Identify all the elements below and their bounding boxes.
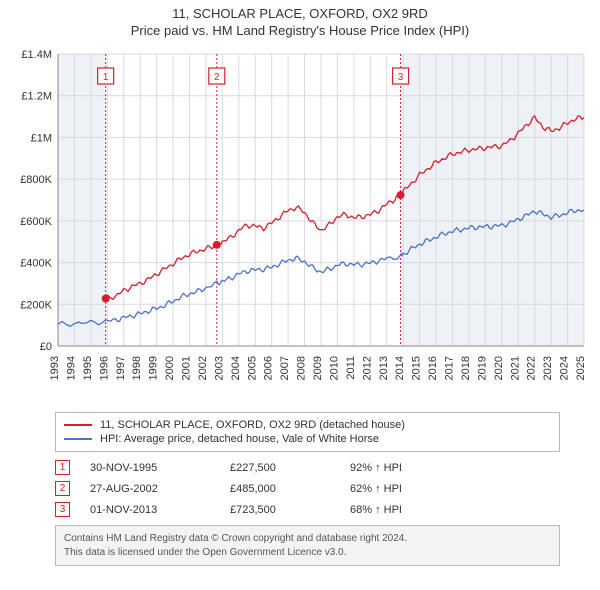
sales-row-price: £485,000 xyxy=(230,483,330,495)
sale-marker-number: 2 xyxy=(214,72,220,83)
shaded-band xyxy=(58,54,106,346)
x-tick-label: 2019 xyxy=(476,356,488,380)
x-tick-label: 2011 xyxy=(345,356,357,380)
title-block: 11, SCHOLAR PLACE, OXFORD, OX2 9RD Price… xyxy=(0,0,600,38)
sales-row-marker: 1 xyxy=(55,460,70,475)
sales-row-pct: 68% ↑ HPI xyxy=(350,504,470,516)
attribution-line-1: Contains HM Land Registry data © Crown c… xyxy=(64,532,551,546)
x-tick-label: 1994 xyxy=(65,356,77,380)
x-tick-label: 2013 xyxy=(378,356,390,380)
sales-row-pct: 62% ↑ HPI xyxy=(350,483,470,495)
page: 11, SCHOLAR PLACE, OXFORD, OX2 9RD Price… xyxy=(0,0,600,590)
chart-svg: £0 £200K £400K £600K £800K £1M £1.2M £1.4M 1993 1… xyxy=(10,46,590,406)
sales-row-marker: 2 xyxy=(55,481,70,496)
attribution: Contains HM Land Registry data © Crown c… xyxy=(55,525,560,566)
x-tick-label: 2005 xyxy=(246,356,258,380)
sales-row: 3 01-NOV-2013 £723,500 68% ↑ HPI xyxy=(55,502,560,517)
sales-row: 1 30-NOV-1995 £227,500 92% ↑ HPI xyxy=(55,460,560,475)
y-tick-label: £1.2M xyxy=(21,91,52,103)
legend-label: HPI: Average price, detached house, Vale… xyxy=(100,433,379,445)
sales-row-price: £227,500 xyxy=(230,462,330,474)
legend: 11, SCHOLAR PLACE, OXFORD, OX2 9RD (deta… xyxy=(55,412,560,452)
x-tick-label: 2021 xyxy=(509,356,521,380)
legend-row: 11, SCHOLAR PLACE, OXFORD, OX2 9RD (deta… xyxy=(64,419,551,431)
sales-row-date: 30-NOV-1995 xyxy=(90,462,210,474)
x-tick-label: 2007 xyxy=(279,356,291,380)
x-tick-label: 2018 xyxy=(460,356,472,380)
x-tick-label: 2020 xyxy=(493,356,505,380)
y-tick-label: £800K xyxy=(20,174,52,186)
x-tick-label: 2004 xyxy=(230,356,242,380)
x-tick-label: 1998 xyxy=(131,356,143,380)
sales-table: 1 30-NOV-1995 £227,500 92% ↑ HPI 2 27-AUG-200… xyxy=(55,460,560,517)
x-tick-label: 1999 xyxy=(148,356,160,380)
x-tick-label: 2001 xyxy=(181,356,193,380)
legend-swatch xyxy=(64,438,92,440)
y-tick-label: £1.4M xyxy=(21,49,52,61)
y-tick-label: £0 xyxy=(40,341,52,353)
x-tick-label: 2012 xyxy=(361,356,373,380)
x-tick-label: 2008 xyxy=(296,356,308,380)
x-tick-label: 1997 xyxy=(115,356,127,380)
x-tick-label: 2006 xyxy=(263,356,275,380)
sales-row-date: 01-NOV-2013 xyxy=(90,504,210,516)
legend-swatch xyxy=(64,424,92,426)
y-tick-label: £200K xyxy=(20,299,52,311)
x-tick-label: 2015 xyxy=(411,356,423,380)
x-tick-label: 2010 xyxy=(328,356,340,380)
x-tick-label: 2017 xyxy=(444,356,456,380)
sales-row-date: 27-AUG-2002 xyxy=(90,483,210,495)
sale-marker-number: 1 xyxy=(103,72,109,83)
x-tick-label: 1995 xyxy=(82,356,94,380)
y-tick-label: £1M xyxy=(31,132,52,144)
x-tick-label: 2000 xyxy=(164,356,176,380)
chart: £0 £200K £400K £600K £800K £1M £1.2M £1.4M 1993 1… xyxy=(10,46,590,406)
x-tick-label: 2016 xyxy=(427,356,439,380)
attribution-line-2: This data is licensed under the Open Gov… xyxy=(64,546,551,560)
sale-marker-number: 3 xyxy=(398,72,404,83)
title-line-2: Price paid vs. HM Land Registry's House … xyxy=(0,23,600,38)
legend-row: HPI: Average price, detached house, Vale… xyxy=(64,433,551,445)
x-tick-label: 1993 xyxy=(49,356,61,380)
x-tick-label: 2022 xyxy=(526,356,538,380)
x-tick-label: 2002 xyxy=(197,356,209,380)
x-tick-label: 2023 xyxy=(542,356,554,380)
legend-label: 11, SCHOLAR PLACE, OXFORD, OX2 9RD (deta… xyxy=(100,419,405,431)
sales-row: 2 27-AUG-2002 £485,000 62% ↑ HPI xyxy=(55,481,560,496)
sales-row-marker: 3 xyxy=(55,502,70,517)
sales-row-price: £723,500 xyxy=(230,504,330,516)
x-tick-label: 1996 xyxy=(98,356,110,380)
x-tick-label: 2014 xyxy=(394,356,406,380)
x-tick-label: 2024 xyxy=(559,356,571,380)
x-tick-label: 2025 xyxy=(575,356,587,380)
title-line-1: 11, SCHOLAR PLACE, OXFORD, OX2 9RD xyxy=(0,6,600,21)
y-tick-label: £600K xyxy=(20,216,52,228)
x-tick-label: 2009 xyxy=(312,356,324,380)
sales-row-pct: 92% ↑ HPI xyxy=(350,462,470,474)
y-tick-label: £400K xyxy=(20,258,52,270)
shaded-band xyxy=(401,54,584,346)
x-tick-label: 2003 xyxy=(213,356,225,380)
